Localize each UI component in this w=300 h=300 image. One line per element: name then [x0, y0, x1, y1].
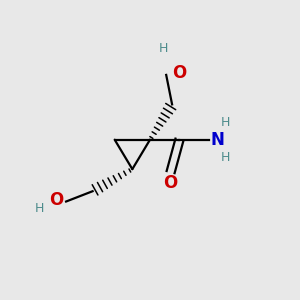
- Text: O: O: [172, 64, 186, 82]
- Text: H: H: [159, 42, 168, 55]
- Text: O: O: [49, 191, 63, 209]
- Text: O: O: [164, 174, 178, 192]
- Text: H: H: [220, 151, 230, 164]
- Text: H: H: [220, 116, 230, 128]
- Text: H: H: [34, 202, 44, 215]
- Text: N: N: [210, 131, 224, 149]
